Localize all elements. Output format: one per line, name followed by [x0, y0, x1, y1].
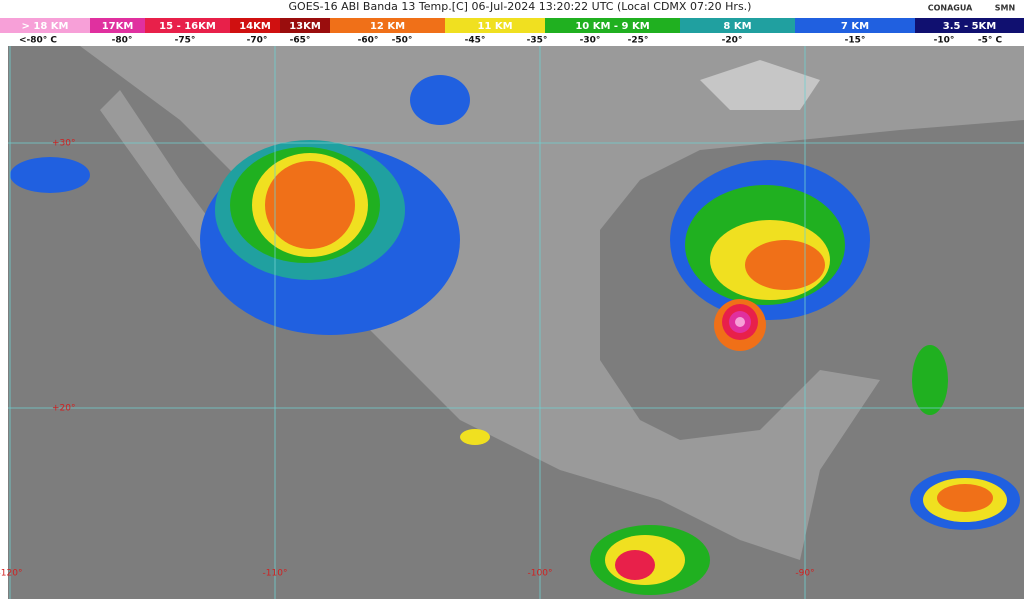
temperature-label: -60° — [358, 36, 379, 46]
longitude-label: -110° — [263, 569, 288, 579]
legend-label: 8 KM — [723, 21, 751, 32]
legend-swatch — [280, 18, 330, 33]
grid: +30° +20° -120° -110° -100° -90° — [0, 46, 1024, 599]
legend-swatch — [795, 18, 915, 33]
temperature-label: -80° — [112, 36, 133, 46]
map: +30° +20° -120° -110° -100° -90° — [0, 46, 1024, 599]
storm-se — [460, 345, 1020, 595]
legend-swatch — [680, 18, 795, 33]
temp-row — [0, 33, 1024, 46]
legend-label: 3.5 - 5KM — [943, 21, 997, 32]
longitude-label: -120° — [0, 569, 22, 579]
legend-swatch — [445, 18, 545, 33]
latitude-label: +30° — [52, 139, 76, 149]
longitude-label: -90° — [795, 569, 814, 579]
title: GOES-16 ABI Banda 13 Temp.[C] 06-Jul-202… — [289, 0, 752, 13]
legend-label: 10 KM - 9 KM — [575, 21, 649, 32]
legend: > 18 KM 17KM 15 - 16KM 14KM 13KM 12 KM 11 KM 10… — [0, 18, 1024, 46]
logo: CONAGUA — [928, 4, 973, 13]
legend-swatch — [915, 18, 1024, 33]
legend-label: 12 KM — [370, 21, 405, 32]
legend-swatch — [230, 18, 280, 33]
temperature-label: -20° — [722, 36, 743, 46]
legend-label: 15 - 16KM — [159, 21, 216, 32]
latitude-label: +20° — [52, 404, 76, 414]
temperature-label: -25° — [628, 36, 649, 46]
temperature-label: -45° — [465, 36, 486, 46]
temperature-label: -5° C — [978, 36, 1003, 46]
legend-swatch — [90, 18, 145, 33]
temperature-label: -10° — [934, 36, 955, 46]
temperature-label: -70° — [247, 36, 268, 46]
cloud — [700, 60, 820, 110]
header-bg — [0, 0, 1024, 18]
temperature-label: -50° — [392, 36, 413, 46]
temperature-label: -35° — [527, 36, 548, 46]
legend-label: 13KM — [289, 21, 321, 32]
legend-swatch — [145, 18, 230, 33]
legend-label: 11 KM — [477, 21, 512, 32]
legend-label: 14KM — [239, 21, 271, 32]
temperature-label: <-80° C — [19, 36, 57, 46]
longitude-label: -100° — [528, 569, 553, 579]
legend-label: > 18 KM — [22, 21, 69, 32]
legend-swatch — [545, 18, 680, 33]
legend-swatch — [0, 18, 90, 33]
storm-nw — [10, 75, 470, 335]
legend-label: 17KM — [102, 21, 134, 32]
legend-label: 7 KM — [841, 21, 869, 32]
legend-swatch — [330, 18, 445, 33]
temperature-label: -15° — [845, 36, 866, 46]
temperature-label: -30° — [580, 36, 601, 46]
temperature-label: -75° — [175, 36, 196, 46]
logo: SMN — [995, 4, 1015, 13]
temperature-label: -65° — [290, 36, 311, 46]
